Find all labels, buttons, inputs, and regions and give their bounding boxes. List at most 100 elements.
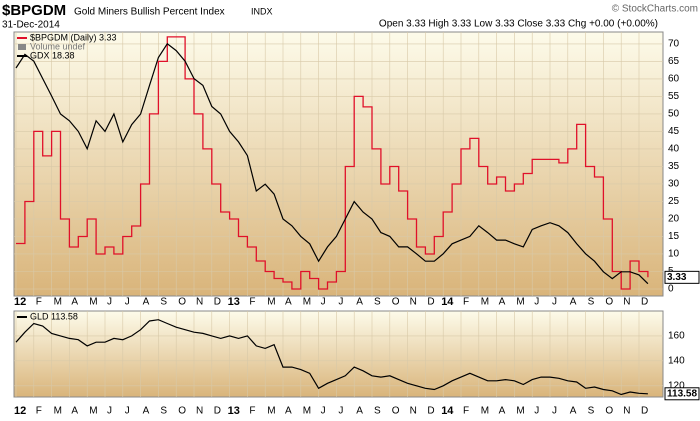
x-tick-label: S — [374, 406, 381, 417]
x-tick-label: F — [36, 406, 42, 417]
y-tick-label: 20 — [668, 214, 680, 225]
x-tick-label: J — [107, 406, 112, 417]
y-tick-label: 140 — [668, 355, 685, 366]
y-tick-label: 55 — [668, 91, 680, 102]
x-tick-label: F — [463, 406, 469, 417]
x-tick-label: D — [427, 406, 434, 417]
price-tag-box — [664, 270, 700, 284]
y-tick-label: 10 — [668, 249, 680, 260]
x-tick-label: A — [570, 297, 577, 308]
y-tick-label: 60 — [668, 74, 680, 85]
x-tick-label: A — [499, 406, 506, 417]
legend-label: Volume undef — [30, 41, 86, 51]
x-tick-label: N — [410, 297, 417, 308]
x-tick-label: A — [356, 297, 363, 308]
legend-label: GLD 113.58 — [30, 311, 78, 321]
x-tick-label: A — [499, 297, 506, 308]
x-tick-label: D — [641, 406, 648, 417]
y-tick-label: 45 — [668, 126, 680, 137]
exchange: INDX — [251, 6, 273, 16]
x-tick-label: M — [267, 297, 275, 308]
x-tick-label: M — [516, 297, 524, 308]
x-tick-label: A — [285, 406, 292, 417]
x-tick-label: D — [214, 297, 221, 308]
x-tick-label: 13 — [228, 296, 240, 308]
x-tick-label: J — [321, 406, 326, 417]
x-tick-label: M — [89, 297, 97, 308]
x-tick-label: O — [392, 297, 400, 308]
x-tick-label: S — [160, 297, 167, 308]
date: 31-Dec-2014 — [2, 20, 60, 31]
x-tick-label: S — [160, 406, 167, 417]
y-tick-label: 160 — [668, 331, 685, 342]
x-tick-label: F — [36, 297, 42, 308]
x-tick-label: M — [303, 406, 311, 417]
x-tick-label: J — [534, 297, 539, 308]
x-tick-label: N — [196, 297, 203, 308]
x-tick-label: J — [534, 406, 539, 417]
symbol: $BPGDM — [2, 2, 66, 19]
x-tick-label: S — [588, 297, 595, 308]
x-tick-label: O — [392, 406, 400, 417]
x-tick-label: A — [285, 297, 292, 308]
index-name: Gold Miners Bullish Percent Index — [74, 7, 225, 18]
y-tick-label: 40 — [668, 144, 680, 155]
y-tick-label: 30 — [668, 179, 680, 190]
x-tick-label: M — [481, 406, 489, 417]
series-line — [16, 36, 649, 290]
x-tick-label: O — [605, 406, 613, 417]
x-tick-label: M — [89, 406, 97, 417]
series-line — [15, 42, 649, 285]
x-tick-label: J — [321, 297, 326, 308]
x-tick-label: J — [552, 406, 557, 417]
price-tag: 3.33 — [667, 272, 687, 283]
x-tick-label: J — [125, 297, 130, 308]
x-tick-label: M — [54, 297, 62, 308]
x-tick-label: A — [143, 297, 150, 308]
x-tick-label: O — [605, 297, 613, 308]
x-tick-label: S — [588, 406, 595, 417]
x-tick-label: M — [516, 406, 524, 417]
y-tick-label: 35 — [668, 161, 680, 172]
x-tick-label: F — [249, 406, 255, 417]
x-tick-label: M — [303, 297, 311, 308]
x-tick-label: O — [178, 297, 186, 308]
price-tag: 113.58 — [667, 388, 697, 399]
gld-panel — [13, 310, 664, 398]
x-tick-label: S — [374, 297, 381, 308]
x-tick-label: A — [71, 297, 78, 308]
price-tag-box — [664, 387, 700, 401]
x-tick-label: F — [249, 297, 255, 308]
x-tick-label: N — [623, 297, 630, 308]
y-tick-label: 70 — [668, 39, 680, 50]
y-tick-label: 120 — [668, 380, 685, 391]
x-tick-label: 14 — [441, 405, 454, 417]
y-tick-label: 25 — [668, 196, 680, 207]
x-tick-label: D — [427, 297, 434, 308]
x-tick-label: J — [125, 406, 130, 417]
x-tick-label: 13 — [228, 405, 240, 417]
price-panel — [13, 31, 664, 297]
x-tick-label: D — [641, 297, 648, 308]
series-line — [15, 319, 648, 396]
x-tick-label: N — [196, 406, 203, 417]
x-tick-label: A — [143, 406, 150, 417]
x-tick-label: N — [410, 406, 417, 417]
legend-label: GDX 18.38 — [30, 50, 75, 60]
x-tick-label: 12 — [14, 405, 26, 417]
x-tick-label: A — [356, 406, 363, 417]
x-tick-label: F — [463, 297, 469, 308]
y-tick-label: 50 — [668, 109, 680, 120]
x-tick-label: D — [214, 406, 221, 417]
x-tick-label: A — [71, 406, 78, 417]
y-tick-label: 0 — [668, 284, 674, 295]
x-tick-label: M — [54, 406, 62, 417]
x-tick-label: J — [552, 297, 557, 308]
x-tick-label: M — [481, 297, 489, 308]
quote: Open 3.33 High 3.33 Low 3.33 Close 3.33 … — [379, 19, 658, 30]
y-tick-label: 65 — [668, 56, 680, 67]
x-tick-label: J — [338, 406, 343, 417]
copyright: © StockCharts.com — [612, 4, 698, 15]
x-tick-label: N — [623, 406, 630, 417]
